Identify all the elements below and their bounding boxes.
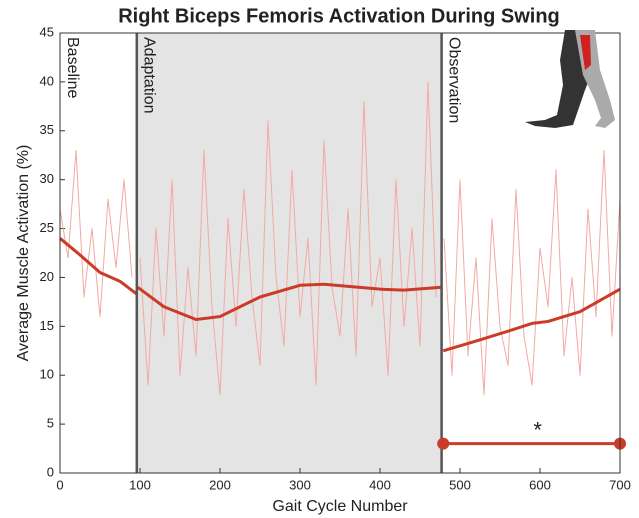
data-line bbox=[443, 149, 621, 396]
x-axis-label: Gait Cycle Number bbox=[272, 498, 408, 515]
x-tick-label: 600 bbox=[529, 477, 551, 492]
data-line bbox=[59, 237, 138, 296]
x-tick-label: 500 bbox=[449, 477, 471, 492]
y-tick-label: 15 bbox=[40, 318, 54, 333]
data-line bbox=[139, 81, 437, 396]
plot-frame bbox=[59, 32, 621, 474]
y-tick-label: 45 bbox=[40, 24, 54, 39]
phase-label: Baseline bbox=[64, 37, 81, 98]
plot-area: 0 100 200 300 400 500 600 700 0 5 10 15 20 25 30 35 40 45… bbox=[40, 24, 631, 492]
y-tick-label: 40 bbox=[40, 73, 54, 88]
y-tick-label: 35 bbox=[40, 122, 54, 137]
phase-label: Adaptation bbox=[141, 37, 158, 114]
significance-label: * bbox=[533, 417, 542, 442]
phase-label: Observation bbox=[445, 37, 462, 123]
y-tick-label: 25 bbox=[40, 220, 54, 235]
data-line bbox=[442, 287, 621, 353]
y-tick-label: 10 bbox=[40, 367, 54, 382]
y-tick-label: 30 bbox=[40, 171, 54, 186]
phase-shade bbox=[136, 33, 442, 473]
y-tick-label: 0 bbox=[47, 464, 54, 479]
x-tick-label: 100 bbox=[129, 477, 151, 492]
leg-icon bbox=[525, 30, 615, 128]
data-line bbox=[136, 282, 442, 321]
x-tick-label: 200 bbox=[209, 477, 231, 492]
chart-title: Right Biceps Femoris Activation During S… bbox=[118, 5, 560, 27]
x-tick-label: 700 bbox=[609, 477, 631, 492]
x-tick-label: 400 bbox=[369, 477, 391, 492]
y-tick-label: 5 bbox=[47, 416, 54, 431]
x-tick-label: 0 bbox=[56, 477, 63, 492]
x-tick-label: 300 bbox=[289, 477, 311, 492]
significance-end bbox=[437, 437, 450, 450]
y-tick-label: 20 bbox=[40, 269, 54, 284]
y-axis-label: Average Muscle Activation (%) bbox=[15, 145, 32, 362]
data-line bbox=[59, 149, 133, 318]
